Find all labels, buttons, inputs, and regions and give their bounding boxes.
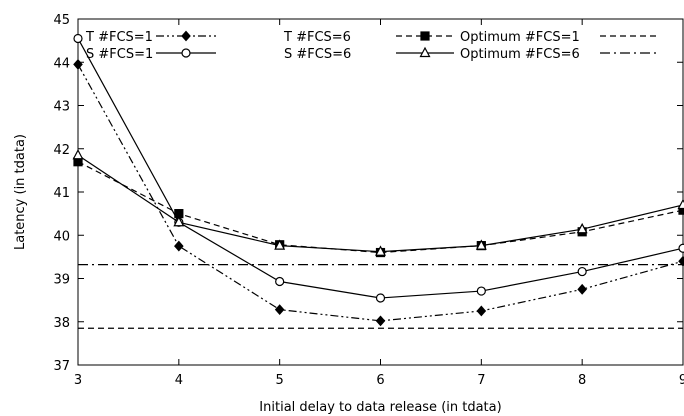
data-point [274,304,285,316]
x-tick-label: 7 [477,373,485,388]
legend-label: S #FCS=6 [284,47,351,62]
series-layer [72,33,684,329]
series-t-fcs-1 [73,59,684,327]
x-tick-labels: 3 4 5 6 7 8 9 [74,373,684,388]
y-tick-label: 37 [53,359,70,374]
y-axis-label: Latency (in tdata) [13,134,28,250]
y-tick-label: 42 [53,143,70,158]
legend-label: Optimum #FCS=1 [460,30,580,45]
data-point [678,255,684,267]
data-point [73,59,83,70]
y-tick-label: 44 [53,56,70,71]
data-point [476,286,486,296]
data-point [174,240,184,252]
data-point [275,276,285,287]
legend-label: T #FCS=1 [85,30,153,45]
data-point [577,283,587,295]
data-point [375,315,386,327]
legend-label: T #FCS=6 [283,30,351,45]
legend-label: S #FCS=1 [86,47,153,62]
x-tick-label: 9 [679,373,684,388]
x-tick-label: 6 [376,373,384,388]
legend-marker [420,31,430,41]
data-point [475,239,487,250]
legend-marker [181,30,191,42]
data-point [476,305,487,317]
data-point [577,266,587,277]
data-point [73,33,83,44]
axis-ticks [77,18,684,366]
data-point [375,293,386,303]
x-axis-label: Initial delay to data release (in tdata) [259,400,501,415]
x-tick-label: 3 [74,373,82,388]
data-point [677,198,684,210]
data-point [72,148,84,160]
data-point [274,239,286,250]
y-tick-labels: 37 38 39 40 41 42 43 44 45 [53,13,70,374]
y-tick-label: 38 [53,316,70,331]
x-tick-label: 8 [578,373,586,388]
legend-label: Optimum #FCS=6 [460,47,580,62]
y-tick-label: 45 [53,13,70,28]
legend-marker [419,46,431,58]
x-tick-label: 5 [276,373,284,388]
y-tick-label: 40 [53,229,70,244]
data-point [678,243,684,253]
series-s-fcs-6 [72,148,684,256]
data-point [173,215,185,227]
y-tick-label: 41 [53,186,70,201]
x-tick-label: 4 [175,373,183,388]
legend-marker [181,48,191,58]
y-tick-label: 43 [53,100,70,115]
legend: T #FCS=1 T #FCS=6 Optimum #FCS=1 S #FCS=1 S … [85,30,660,62]
data-point [576,222,588,234]
y-tick-label: 39 [53,273,70,288]
data-point [375,245,386,256]
